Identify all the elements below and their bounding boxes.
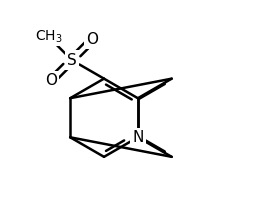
Text: S: S bbox=[67, 53, 77, 68]
Text: O: O bbox=[45, 73, 57, 88]
Text: N: N bbox=[132, 130, 143, 145]
Text: $\mathregular{CH_3}$: $\mathregular{CH_3}$ bbox=[35, 28, 62, 45]
Text: O: O bbox=[87, 32, 99, 47]
